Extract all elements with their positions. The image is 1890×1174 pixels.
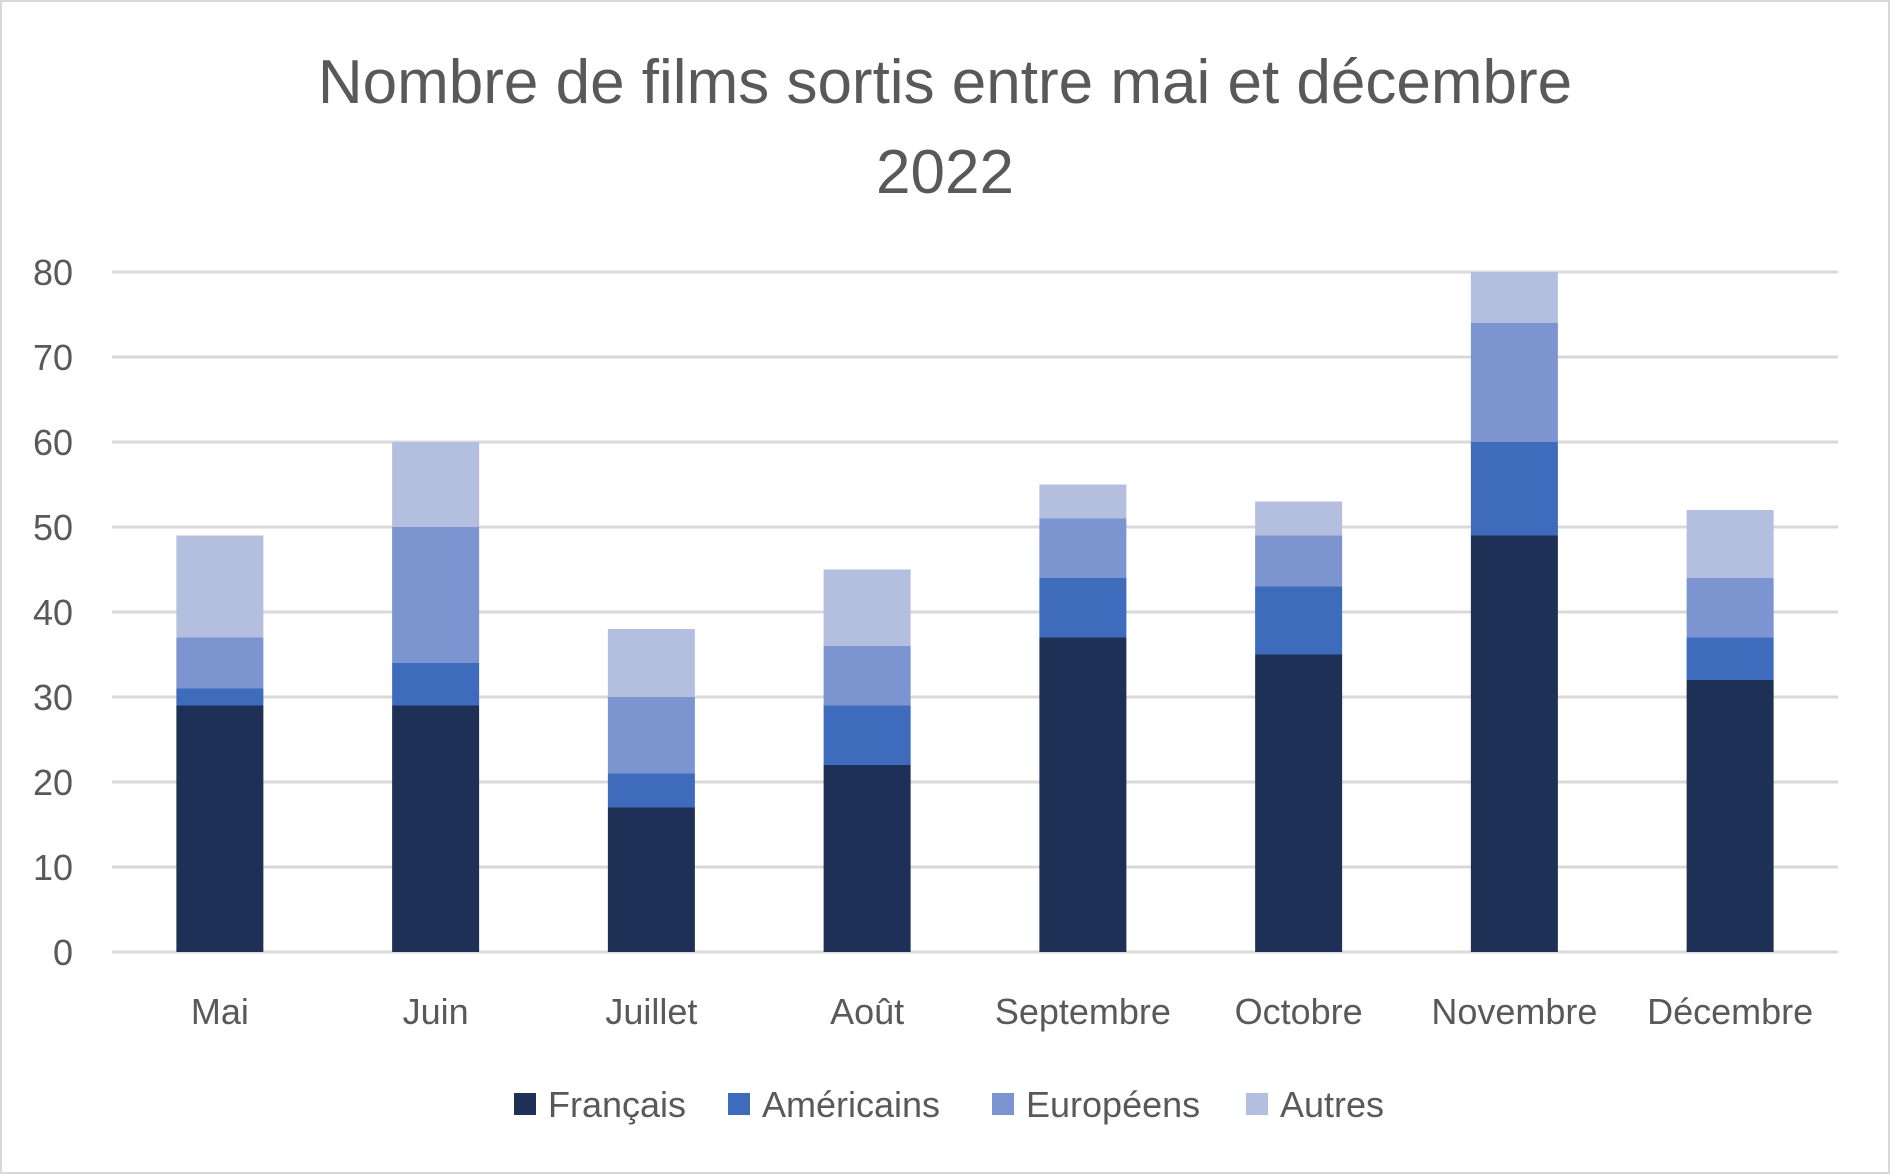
legend-swatch <box>728 1093 750 1115</box>
bar-segment-européens <box>607 697 695 774</box>
bars <box>176 272 1774 952</box>
bar-segment-autres <box>1686 510 1774 578</box>
x-tick-label: Septembre <box>995 991 1171 1032</box>
y-tick-label: 50 <box>33 507 73 548</box>
x-tick-label: Juillet <box>605 991 697 1032</box>
legend-swatch <box>992 1093 1014 1115</box>
bar-segment-autres <box>392 442 480 527</box>
legend: Français Américains Européens Autres <box>514 1084 1384 1125</box>
x-tick-label: Décembre <box>1647 991 1813 1032</box>
legend-label: Européens <box>1026 1084 1200 1125</box>
legend-label: Autres <box>1280 1084 1384 1125</box>
bar-segment-autres <box>1470 272 1558 323</box>
y-tick-label: 60 <box>33 422 73 463</box>
bar-segment-autres <box>823 569 911 646</box>
y-tick-label: 10 <box>33 847 73 888</box>
bar-segment-français <box>1255 654 1343 952</box>
bar-segment-autres <box>607 629 695 697</box>
bar-segment-européens <box>1686 578 1774 638</box>
legend-label: Américains <box>762 1084 940 1125</box>
legend-swatch <box>1246 1093 1268 1115</box>
bar-segment-européens <box>1255 535 1343 587</box>
bar-segment-autres <box>176 535 264 638</box>
bar-segment-français <box>607 807 695 952</box>
legend-label: Français <box>548 1084 686 1125</box>
legend-swatch <box>514 1093 536 1115</box>
chart-title-line-2: 2022 <box>876 138 1014 207</box>
y-tick-label: 30 <box>33 677 73 718</box>
bar-segment-américains <box>1255 586 1343 655</box>
bar-segment-américains <box>176 688 264 706</box>
bar-segment-français <box>176 705 264 952</box>
y-tick-label: 20 <box>33 762 73 803</box>
bar-segment-autres <box>1039 484 1127 519</box>
bar-segment-européens <box>176 637 264 689</box>
bar-segment-français <box>1470 535 1558 952</box>
bar-segment-autres <box>1255 501 1343 536</box>
bar-segment-européens <box>392 527 480 663</box>
y-tick-label: 0 <box>53 932 73 973</box>
bar-segment-américains <box>1470 442 1558 536</box>
x-tick-label: Novembre <box>1431 991 1597 1032</box>
bar-segment-américains <box>823 705 911 765</box>
y-axis-ticks: 0 10 20 30 40 50 60 70 80 <box>33 252 73 973</box>
bar-segment-européens <box>1470 323 1558 442</box>
x-tick-label: Juin <box>403 991 469 1032</box>
bar-segment-français <box>1039 637 1127 952</box>
bar-segment-européens <box>823 646 911 706</box>
y-tick-label: 80 <box>33 252 73 293</box>
bar-segment-français <box>1686 680 1774 952</box>
chart-title-line-1: Nombre de films sortis entre mai et déce… <box>318 48 1572 117</box>
bar-segment-français <box>823 765 911 952</box>
x-axis-ticks: Mai Juin Juillet Août Septembre Octobre Novemb… <box>191 991 1813 1032</box>
y-tick-label: 40 <box>33 592 73 633</box>
bar-segment-américains <box>1039 578 1127 638</box>
y-tick-label: 70 <box>33 337 73 378</box>
bar-segment-américains <box>392 663 480 706</box>
x-tick-label: Octobre <box>1235 991 1363 1032</box>
bar-segment-américains <box>607 773 695 808</box>
bar-segment-européens <box>1039 518 1127 578</box>
x-tick-label: Mai <box>191 991 249 1032</box>
bar-segment-français <box>392 705 480 952</box>
x-tick-label: Août <box>830 991 904 1032</box>
gridlines <box>112 270 1838 954</box>
bar-segment-américains <box>1686 637 1774 680</box>
